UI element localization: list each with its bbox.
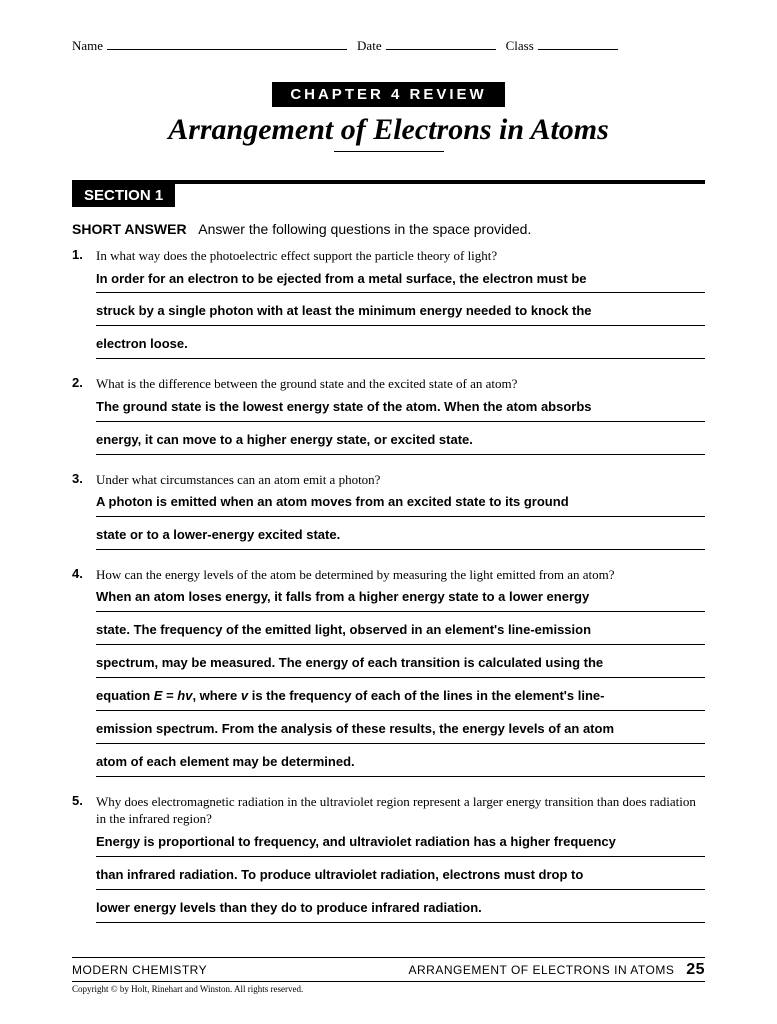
header-fields: Name Date Class [72,38,705,54]
class-blank[interactable] [538,38,618,50]
date-blank[interactable] [386,38,496,50]
answer-line: lower energy levels than they do to prod… [96,900,705,923]
answer-line: electron loose. [96,336,705,359]
answer-line: When an atom loses energy, it falls from… [96,589,705,612]
worksheet-page: Name Date Class CHAPTER 4 REVIEW Arrange… [0,0,777,1024]
answer-line: energy, it can move to a higher energy s… [96,432,705,455]
footer: MODERN CHEMISTRY ARRANGEMENT OF ELECTRON… [72,957,705,994]
answer-line: A photon is emitted when an atom moves f… [96,494,705,517]
main-title: Arrangement of Electrons in Atoms [72,113,705,147]
question-text: In what way does the photoelectric effec… [96,247,705,265]
question-block: 4. How can the energy levels of the atom … [72,566,705,777]
page-number: 25 [686,961,705,978]
title-block: CHAPTER 4 REVIEW Arrangement of Electron… [72,82,705,152]
answer-line: atom of each element may be determined. [96,754,705,777]
copyright: Copyright © by Holt, Rinehart and Winsto… [72,981,705,994]
question-number: 5. [72,793,83,808]
question-block: 5. Why does electromagnetic radiation in … [72,793,705,923]
footer-right: ARRANGEMENT OF ELECTRONS IN ATOMS 25 [408,961,705,979]
question-number: 1. [72,247,83,262]
name-blank[interactable] [107,38,347,50]
instruction-text: Answer the following questions in the sp… [198,221,531,237]
footer-row: MODERN CHEMISTRY ARRANGEMENT OF ELECTRON… [72,958,705,979]
answer-line: emission spectrum. From the analysis of … [96,721,705,744]
date-label: Date [357,38,382,54]
question-number: 4. [72,566,83,581]
answer-line: than infrared radiation. To produce ultr… [96,867,705,890]
title-underline [334,151,444,152]
section-banner: SECTION 1 [72,184,175,207]
answer-line: In order for an electron to be ejected f… [96,271,705,294]
question-text: How can the energy levels of the atom be… [96,566,705,584]
answer-line: state or to a lower-energy excited state… [96,527,705,550]
question-block: 1. In what way does the photoelectric eff… [72,247,705,359]
answer-line: struck by a single photon with at least … [96,303,705,326]
question-number: 3. [72,471,83,486]
answer-line: spectrum, may be measured. The energy of… [96,655,705,678]
question-block: 3. Under what circumstances can an atom e… [72,471,705,550]
answer-line: Energy is proportional to frequency, and… [96,834,705,857]
question-text: What is the difference between the groun… [96,375,705,393]
question-text: Why does electromagnetic radiation in th… [96,793,705,828]
instruction-lead: SHORT ANSWER [72,221,187,237]
question-text: Under what circumstances can an atom emi… [96,471,705,489]
footer-left: MODERN CHEMISTRY [72,963,207,977]
question-block: 2. What is the difference between the gro… [72,375,705,454]
chapter-banner: CHAPTER 4 REVIEW [272,82,504,107]
class-label: Class [506,38,534,54]
questions-container: 1. In what way does the photoelectric eff… [72,247,705,923]
name-label: Name [72,38,103,54]
answer-line: state. The frequency of the emitted ligh… [96,622,705,645]
answer-line: equation E = hv, where v is the frequenc… [96,688,705,711]
footer-right-text: ARRANGEMENT OF ELECTRONS IN ATOMS [408,963,674,977]
question-number: 2. [72,375,83,390]
answer-line: The ground state is the lowest energy st… [96,399,705,422]
instruction: SHORT ANSWER Answer the following questi… [72,221,705,237]
